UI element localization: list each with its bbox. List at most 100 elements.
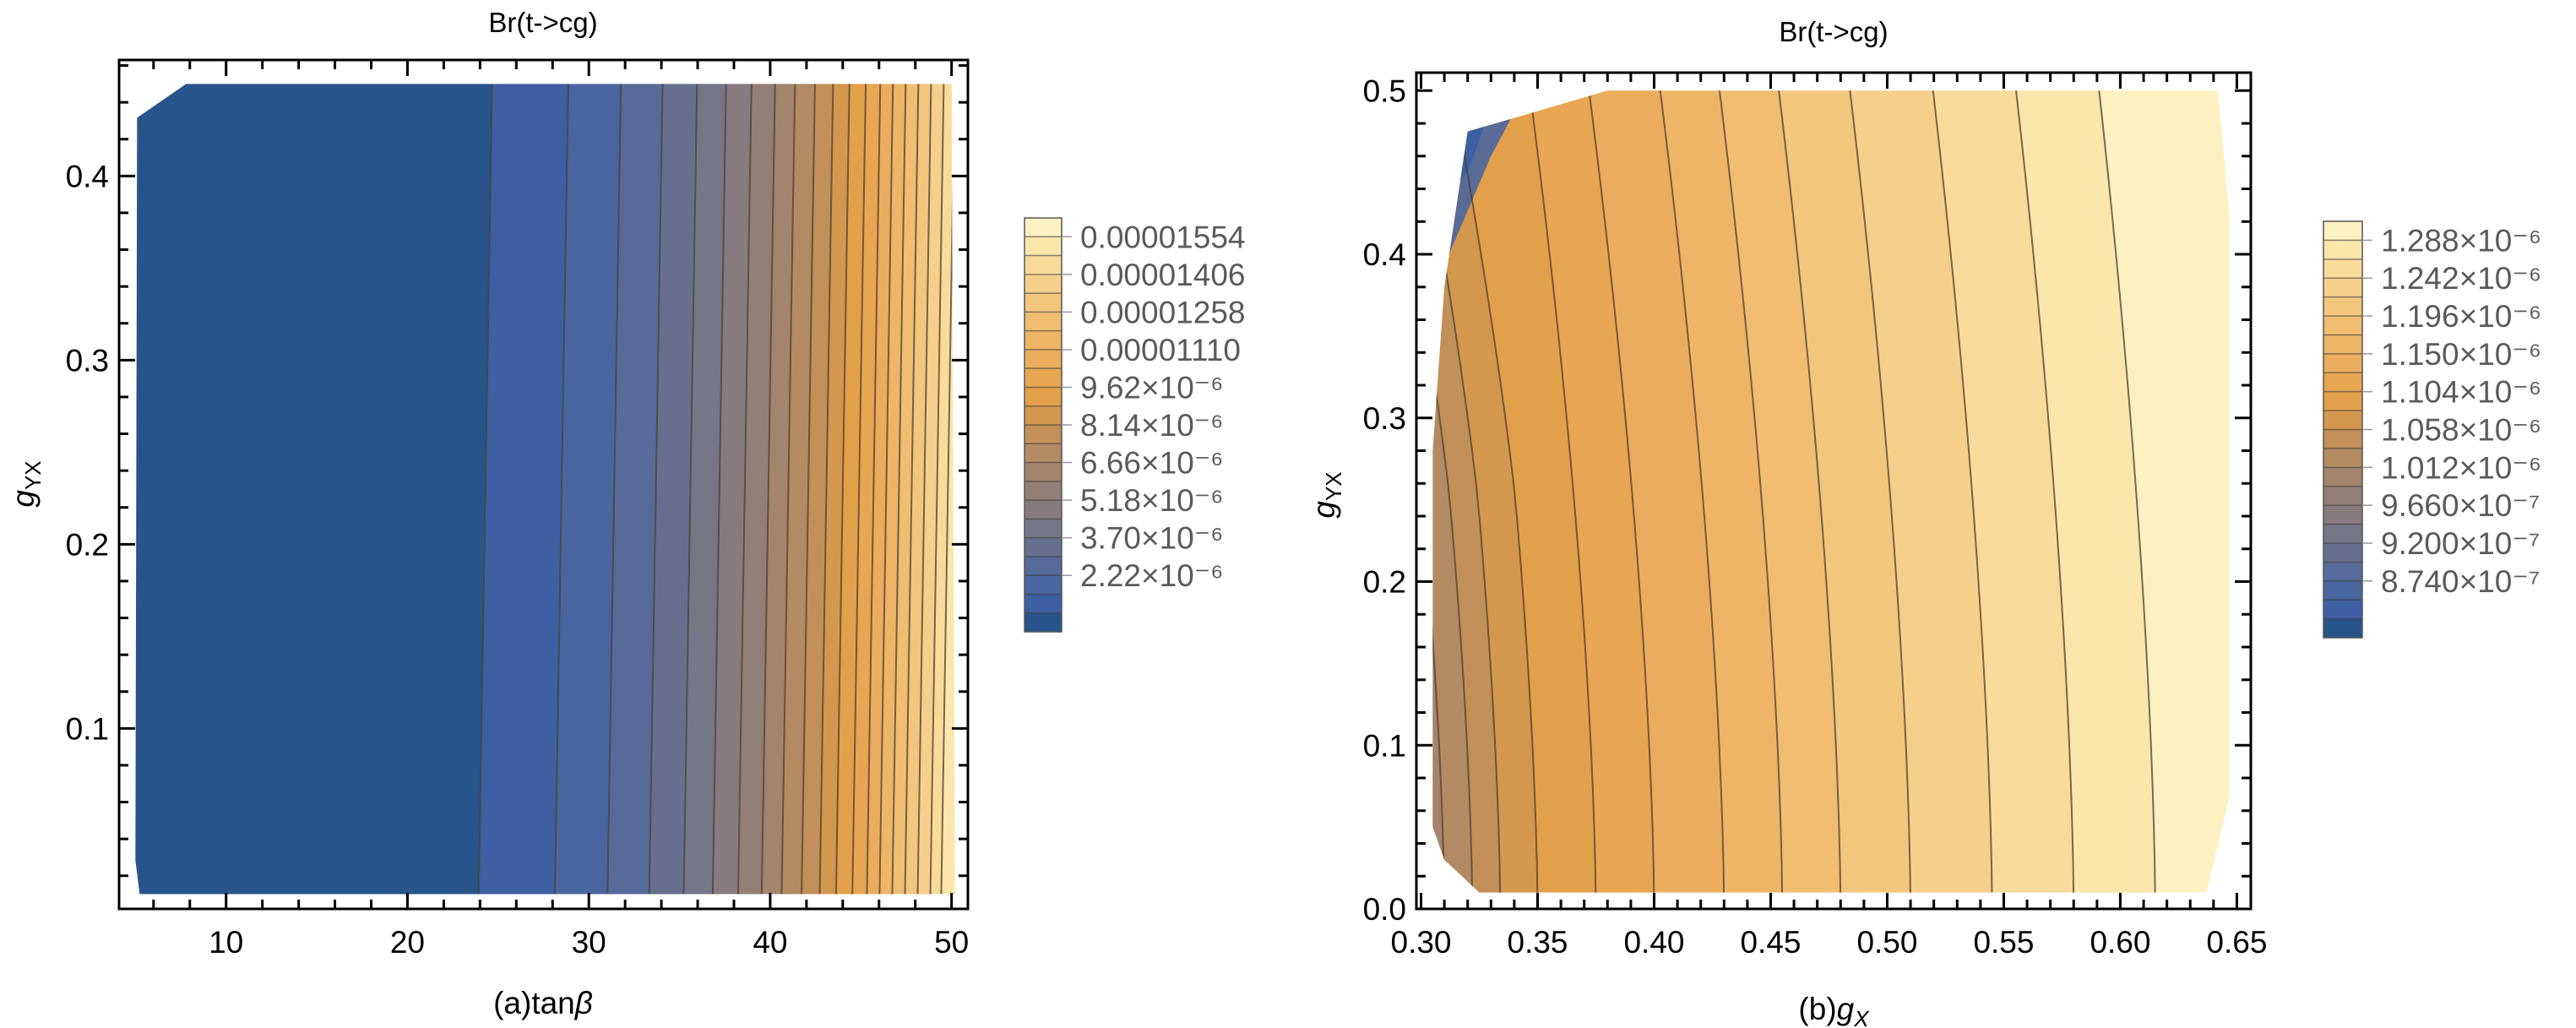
panel-b-contour-band — [1521, 90, 1655, 893]
panel-a-contour-line — [711, 84, 727, 895]
panel-b-colorbar-label: 1.104×10⁻⁶ — [2381, 375, 2541, 410]
panel-a-colorbar-label: 8.14×10⁻⁶ — [1080, 408, 1224, 443]
panel-b-y-label-sub: YX — [1321, 471, 1346, 501]
panel-b-frame — [1415, 71, 2253, 911]
panel-a-colorbar-band — [1024, 330, 1062, 351]
panel-a: Br(t->cg) 10 20 30 40 50 0.1 0.2 0.3 0.4 (a)tan… — [6, 7, 1245, 1020]
panel-a-colorbar-band — [1024, 274, 1062, 294]
panel-b-contour-line — [1520, 90, 1597, 893]
panel-b-contour-line — [1579, 90, 1655, 893]
panel-b-contour-line — [2008, 90, 2075, 893]
panel-a-colorbar-label: 3.70×10⁻⁶ — [1080, 521, 1224, 556]
panel-b-colorbar-label: 1.242×10⁻⁶ — [2381, 261, 2541, 296]
panel-b-colorbar-label: 1.012×10⁻⁶ — [2381, 450, 2541, 485]
panel-b-colorbar-band — [2323, 542, 2362, 563]
panel-b-x-label-main: g — [1837, 992, 1855, 1026]
panel-b-x-tick-label: 0.30 — [1391, 925, 1452, 960]
panel-a-colorbar-band — [1024, 519, 1062, 539]
panel-a-colorbar-label: 0.00001110 — [1080, 333, 1241, 367]
panel-a-contour-line — [801, 84, 817, 895]
panel-a-y-tick-label: 0.3 — [66, 343, 109, 378]
panel-a-x-tick-label: 10 — [209, 925, 243, 960]
panel-a-contour-line — [834, 84, 851, 895]
panel-a-colorbar-label: 2.22×10⁻⁶ — [1080, 558, 1224, 593]
panel-b-x-label-prefix: (b) — [1798, 992, 1836, 1026]
panel-a-contour-band — [649, 84, 698, 895]
panel-b-y-tick-label: 0.5 — [1363, 73, 1406, 108]
panel-b-colorbar-band — [2323, 580, 2362, 601]
panel-b-colorbar-band — [2323, 353, 2362, 373]
panel-a-contour-line — [780, 84, 796, 895]
panel-a-contour-band — [852, 84, 881, 895]
panel-b-colorbar-band — [2323, 486, 2362, 506]
panel-b-title: Br(t->cg) — [1779, 16, 1888, 47]
panel-b-contour-line — [1432, 90, 1446, 893]
panel-b-y-tick-label: 0.1 — [1363, 728, 1406, 763]
panel-a-contour-line — [736, 84, 753, 895]
panel-b: Br(t->cg) 0.30 0.35 0.40 0.45 0.50 0.55 0.60 0.… — [1307, 16, 2541, 1028]
panel-b-colorbar-band — [2323, 373, 2362, 393]
panel-b-y-label-main: g — [1307, 501, 1341, 519]
panel-a-x-tick-label: 40 — [753, 925, 787, 960]
panel-b-colorbar: 1.288×10⁻⁶1.242×10⁻⁶1.196×10⁻⁶1.150×10⁻⁶… — [2323, 220, 2541, 639]
panel-b-colorbar-label: 1.058×10⁻⁶ — [2381, 413, 2541, 448]
panel-a-contour-line — [929, 84, 945, 895]
panel-a-contour-band — [135, 84, 492, 895]
panel-b-ticks — [1416, 73, 2251, 911]
panel-b-colorbar-band — [2323, 391, 2362, 411]
panel-b-contour-line — [1841, 90, 1912, 893]
panel-a-colorbar-band — [1024, 218, 1062, 237]
panel-b-colorbar-band — [2323, 278, 2362, 298]
panel-b-contour-line — [1769, 90, 1842, 893]
panel-a-colorbar-label: 0.00001554 — [1080, 220, 1245, 254]
panel-a-x-tick-labels: 10 20 30 40 50 — [209, 925, 969, 960]
panel-a-title: Br(t->cg) — [488, 7, 597, 38]
panel-a-y-label-main: g — [6, 490, 41, 508]
panel-b-colorbar-band — [2323, 562, 2362, 582]
panel-b-x-axis-label: (b)gX — [1798, 992, 1870, 1028]
panel-a-x-tick-label: 20 — [390, 925, 425, 960]
panel-a-ticks — [119, 60, 968, 909]
panel-a-x-tick-label: 30 — [572, 925, 606, 960]
panel-a-colorbar-band — [1024, 425, 1062, 444]
panel-a-contour-line — [648, 84, 664, 895]
panel-a-colorbar-label: 6.66×10⁻⁶ — [1080, 446, 1224, 481]
panel-b-x-tick-label: 0.35 — [1508, 925, 1568, 960]
panel-b-contour-line — [1439, 90, 1539, 893]
panel-b-colorbar-band — [2323, 505, 2362, 525]
panel-b-contour-line — [2090, 90, 2156, 893]
panel-a-y-tick-label: 0.1 — [66, 711, 109, 746]
panel-a-contour-line — [606, 84, 622, 895]
panel-a-colorbar-band — [1024, 293, 1062, 313]
panel-a-colorbar-band — [1024, 594, 1062, 614]
panel-b-y-axis-label: gYX — [1307, 471, 1346, 518]
panel-a-x-axis-label: (a)tanβ — [493, 986, 593, 1020]
panel-a-contour-band — [554, 84, 622, 895]
panel-b-colorbar-band — [2323, 467, 2362, 487]
panel-b-contour-line — [1710, 90, 1784, 893]
panel-b-contour-band — [1651, 90, 1783, 893]
panel-a-colorbar-label: 0.00001406 — [1080, 258, 1245, 292]
panel-a-contour-line — [553, 84, 569, 895]
panel-a-contour-line — [891, 84, 907, 895]
panel-b-colorbar-band — [2323, 335, 2362, 355]
panel-a-colorbar-band — [1024, 612, 1062, 633]
panel-b-colorbar-label: 8.740×10⁻⁷ — [2381, 564, 2540, 599]
panel-b-colorbar-band — [2323, 411, 2362, 430]
panel-a-contour-band — [802, 84, 834, 895]
panel-a-colorbar-label: 5.18×10⁻⁶ — [1080, 483, 1224, 518]
panel-b-contour-band — [1925, 90, 2074, 893]
panel-b-colorbar-label: 9.660×10⁻⁷ — [2381, 488, 2540, 523]
panel-a-contour-line — [878, 84, 894, 895]
panel-b-colorbar-band — [2323, 296, 2362, 317]
panel-b-x-tick-label: 0.55 — [1973, 925, 2034, 960]
panel-a-contour-bands — [135, 84, 955, 895]
panel-a-contour-line — [866, 84, 882, 895]
panel-b-colorbar-band — [2323, 240, 2362, 260]
panel-b-contour-band — [1440, 90, 1596, 893]
panel-b-contour-band — [2091, 90, 2231, 893]
panel-b-y-tick-label: 0.4 — [1363, 237, 1406, 272]
panel-b-y-tick-labels: 0.0 0.1 0.2 0.3 0.4 0.5 — [1363, 73, 1406, 927]
panel-b-contour-band — [1842, 90, 1992, 893]
